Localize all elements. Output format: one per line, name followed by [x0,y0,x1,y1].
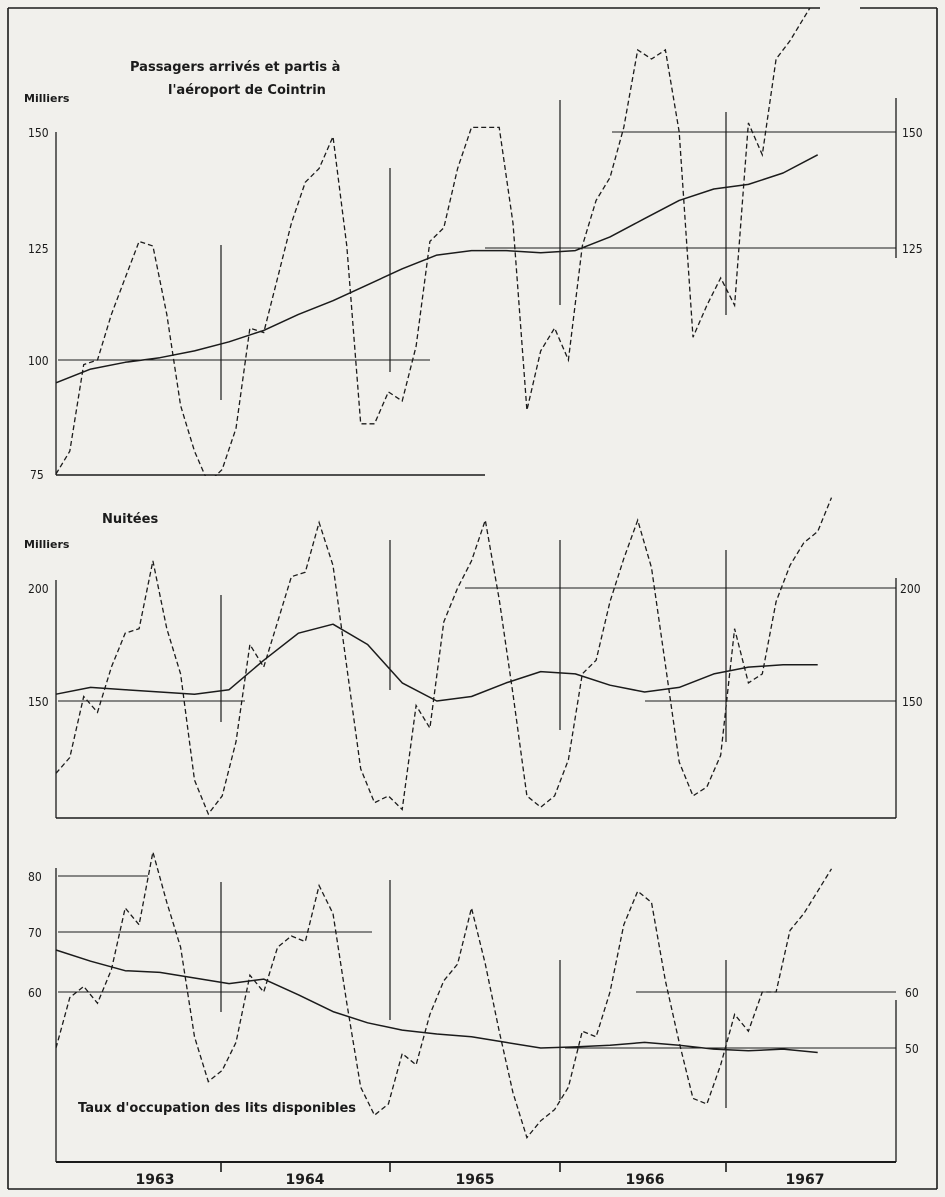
panel1-right-tick-125: 125 [902,242,923,256]
panel2-right-tick-200: 200 [900,582,921,596]
panel3-left-tick-70: 70 [28,926,42,940]
panel3-left-tick-80: 80 [28,870,42,884]
panel2-right-tick-150: 150 [902,695,923,709]
panel1-y-unit: Milliers [24,92,70,105]
overnight-stays-trend-series [55,623,818,702]
year-label-1965: 1965 [456,1172,495,1188]
panel2-y-unit: Milliers [24,538,70,551]
panel2-left-tick-200: 200 [28,582,49,596]
year-label-1967: 1967 [786,1172,825,1188]
year-dividers [220,100,727,1108]
passengers-monthly-series [55,8,811,476]
panel3-left-tick-60: 60 [28,986,42,1000]
panel1-title-line2: l'aéroport de Cointrin [168,83,326,98]
panel1-right-tick-150: 150 [902,126,923,140]
panel1-left-tick-150: 150 [28,126,49,140]
panel2-title: Nuitées [102,512,158,527]
year-label-1964: 1964 [286,1172,325,1188]
series-layer [55,8,833,1139]
panel1-title-line1: Passagers arrivés et partis à [130,60,340,75]
bed-occupancy-monthly-series [55,851,833,1139]
panel2-left-tick-150: 150 [28,695,49,709]
passengers-trend-series [55,154,819,384]
year-label-1963: 1963 [136,1172,175,1188]
year-label-1966: 1966 [626,1172,665,1188]
panel3-right-tick-60: 60 [905,986,919,1000]
panel3-right-tick-50: 50 [905,1042,919,1056]
bed-occupancy-trend-series [55,949,818,1054]
panel3-title: Taux d'occupation des lits disponibles [78,1101,356,1116]
panel1-left-tick-125: 125 [28,242,49,256]
panel1-left-tick-100: 100 [28,354,49,368]
x-axis-ticks [220,1162,727,1172]
panel1-left-tick-75: 75 [30,468,44,482]
overnight-stays-monthly-series [55,497,833,816]
